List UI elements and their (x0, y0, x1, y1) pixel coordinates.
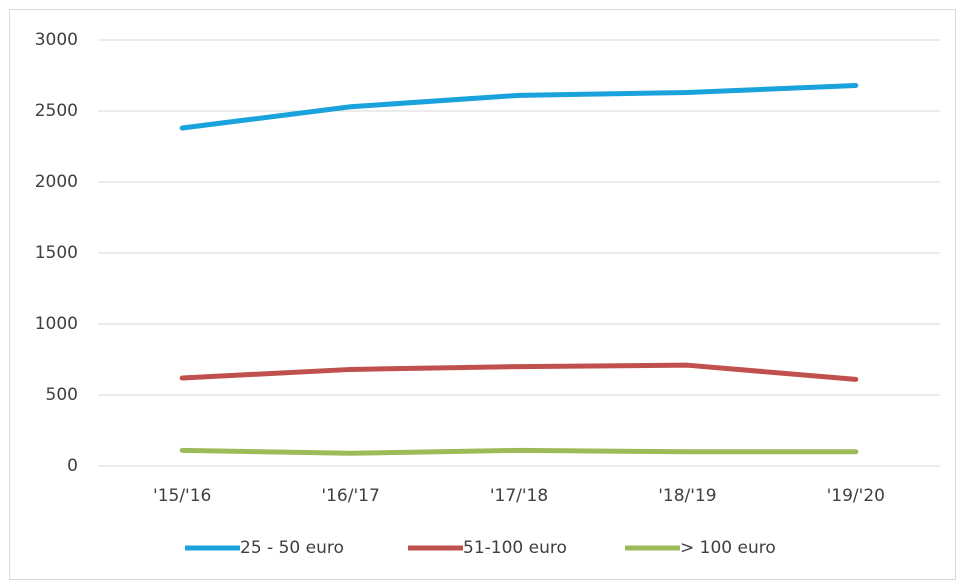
y-tick-label: 2500 (35, 101, 78, 121)
legend-label: 25 - 50 euro (240, 538, 344, 558)
x-tick-label: '15/'16 (153, 486, 211, 506)
y-tick-label: 0 (67, 456, 78, 476)
legend-label: 51-100 euro (463, 538, 567, 558)
chart-frame (9, 9, 956, 580)
x-tick-label: '17/'18 (490, 486, 548, 506)
y-tick-label: 500 (46, 385, 78, 405)
legend-label: > 100 euro (680, 538, 776, 558)
y-tick-label: 1500 (35, 243, 78, 263)
x-tick-label: '16/'17 (321, 486, 379, 506)
data-line (179, 82, 859, 131)
y-tick-label: 2000 (35, 172, 78, 192)
data-line (179, 362, 859, 382)
y-tick-label: 3000 (35, 30, 78, 50)
data-line (179, 447, 859, 456)
x-tick-label: '19/'20 (827, 486, 885, 506)
x-tick-label: '18/'19 (658, 486, 716, 506)
y-tick-label: 1000 (35, 314, 78, 334)
